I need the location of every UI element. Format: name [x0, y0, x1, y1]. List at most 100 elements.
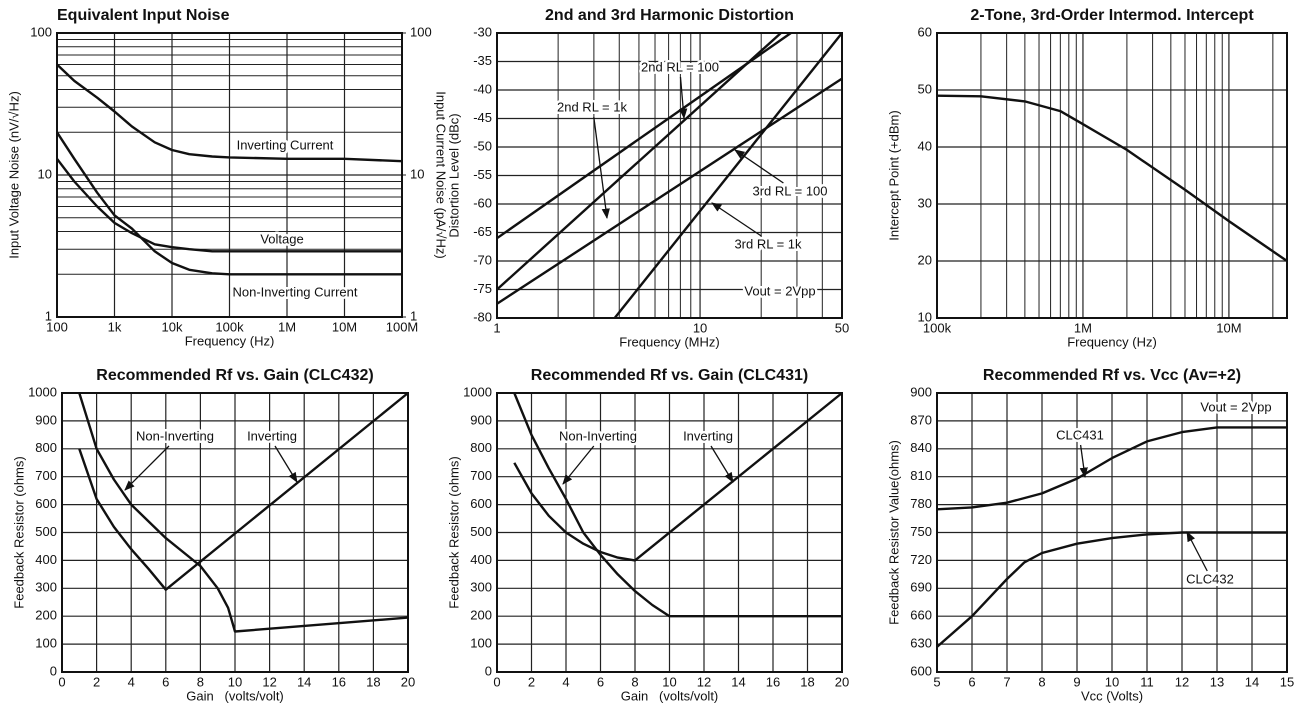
- label-arrow: [1186, 531, 1208, 572]
- x-tick-label: 10M: [1216, 320, 1241, 335]
- y-axis-label: Distortion Level (dBc): [446, 113, 461, 237]
- y-tick-label: 600: [470, 496, 492, 511]
- y-tick-label: 600: [35, 496, 57, 511]
- x-tick-label: 100k: [923, 320, 952, 335]
- series-label: 3rd RL = 1k: [734, 236, 802, 251]
- y-tick-label: 30: [918, 195, 932, 210]
- x-tick-label: 8: [1038, 674, 1045, 689]
- x-tick-label: 8: [631, 674, 638, 689]
- y-tick-label: 900: [35, 412, 57, 427]
- chart-title: 2nd and 3rd Harmonic Distortion: [545, 7, 794, 24]
- x-tick-label: 20: [401, 674, 415, 689]
- x-tick-label: 6: [968, 674, 975, 689]
- plot-frame: [61, 392, 409, 673]
- y-tick-label: 100: [30, 24, 52, 39]
- x-tick-label: 2: [528, 674, 535, 689]
- x-axis-label: Frequency (Hz): [1067, 334, 1157, 349]
- y-tick-label: 500: [470, 524, 492, 539]
- y-axis-label: Input Voltage Noise (nV/√Hz): [6, 91, 21, 259]
- y-tick-label: 700: [35, 468, 57, 483]
- y-tick-label: 840: [910, 440, 932, 455]
- chart-title: Equivalent Input Noise: [57, 7, 230, 24]
- label-arrow: [710, 445, 734, 483]
- y-tick-label: 200: [35, 608, 57, 623]
- label-arrow: [593, 116, 610, 220]
- y2-tick-label: 100: [410, 24, 432, 39]
- y-axis-label: Intercept Point (+dBm): [886, 110, 901, 240]
- y-tick-label: 870: [910, 412, 932, 427]
- series-label: Non-Inverting: [136, 428, 214, 443]
- y-tick-label: -70: [473, 252, 492, 267]
- y2-tick-label: 1: [410, 308, 417, 323]
- y-tick-label: 100: [35, 636, 57, 651]
- x-tick-label: 5: [933, 674, 940, 689]
- x-tick-label: 1k: [108, 319, 122, 334]
- y-tick-label: 0: [50, 663, 57, 678]
- x-axis-label: Frequency (MHz): [619, 334, 719, 349]
- y-tick-label: 660: [910, 608, 932, 623]
- series-label: CLC432: [1186, 571, 1234, 586]
- x-tick-label: 14: [1245, 674, 1259, 689]
- y-tick-label: 300: [35, 580, 57, 595]
- x-tick-label: 10: [228, 674, 242, 689]
- x-tick-label: 18: [800, 674, 814, 689]
- x-tick-label: 6: [162, 674, 169, 689]
- plot-frame: [56, 32, 403, 318]
- y-tick-label: -80: [473, 309, 492, 324]
- y2-tick-label: 10: [410, 166, 424, 181]
- series-label: Inverting: [683, 428, 733, 443]
- y-tick-label: 0: [485, 663, 492, 678]
- series-label: 2nd RL = 1k: [557, 99, 627, 114]
- x-tick-label: 10: [1105, 674, 1119, 689]
- label-arrow: [562, 445, 595, 485]
- label-arrow: [734, 149, 784, 184]
- x-tick-label: 2: [93, 674, 100, 689]
- x-tick-label: 100M: [386, 319, 419, 334]
- y-tick-label: 630: [910, 636, 932, 651]
- series-label: Inverting Current: [237, 137, 334, 152]
- x-tick-label: 16: [766, 674, 780, 689]
- y-tick-label: 900: [470, 412, 492, 427]
- y-tick-label: -55: [473, 167, 492, 182]
- y-tick-label: -65: [473, 224, 492, 239]
- x-axis-label: Gain (volts/volt): [186, 688, 284, 703]
- y-tick-label: 100: [470, 636, 492, 651]
- chart-title: Recommended Rf vs. Gain (CLC432): [96, 367, 373, 384]
- y-tick-label: 780: [910, 496, 932, 511]
- series-line: [496, 32, 782, 291]
- x-axis-label: Frequency (Hz): [185, 333, 275, 348]
- series-label: 2nd RL = 100: [641, 59, 719, 74]
- series-label: 3rd RL = 100: [752, 183, 827, 198]
- x-tick-label: 10k: [162, 319, 183, 334]
- x-tick-label: 0: [58, 674, 65, 689]
- chart-title: 2-Tone, 3rd-Order Intermod. Intercept: [970, 7, 1254, 24]
- x-tick-label: 10: [693, 320, 707, 335]
- y-tick-label: 1000: [28, 384, 57, 399]
- y-tick-label: 900: [910, 384, 932, 399]
- series-line: [55, 131, 402, 276]
- x-tick-label: 10: [662, 674, 676, 689]
- label-arrow: [679, 76, 688, 120]
- y-tick-label: -40: [473, 81, 492, 96]
- x-tick-label: 8: [197, 674, 204, 689]
- x-tick-label: 12: [262, 674, 276, 689]
- y-tick-label: 750: [910, 524, 932, 539]
- annotation: Vout = 2Vpp: [1200, 399, 1271, 414]
- series-label: Non-Inverting: [559, 428, 637, 443]
- x-tick-label: 11: [1140, 674, 1154, 689]
- y2-axis-label: Input Current Noise (pA/√Hz): [434, 91, 449, 259]
- series-line: [78, 392, 409, 591]
- y-tick-label: 10: [38, 166, 52, 181]
- y-tick-label: 800: [35, 440, 57, 455]
- series-line: [936, 531, 1287, 648]
- x-axis-label: Vcc (Volts): [1081, 688, 1143, 703]
- series-label: CLC431: [1056, 427, 1104, 442]
- x-tick-label: 100k: [215, 319, 244, 334]
- y-tick-label: 400: [470, 552, 492, 567]
- y-tick-label: 500: [35, 524, 57, 539]
- x-axis-label: Gain (volts/volt): [621, 688, 719, 703]
- x-tick-label: 15: [1280, 674, 1294, 689]
- x-tick-label: 20: [835, 674, 849, 689]
